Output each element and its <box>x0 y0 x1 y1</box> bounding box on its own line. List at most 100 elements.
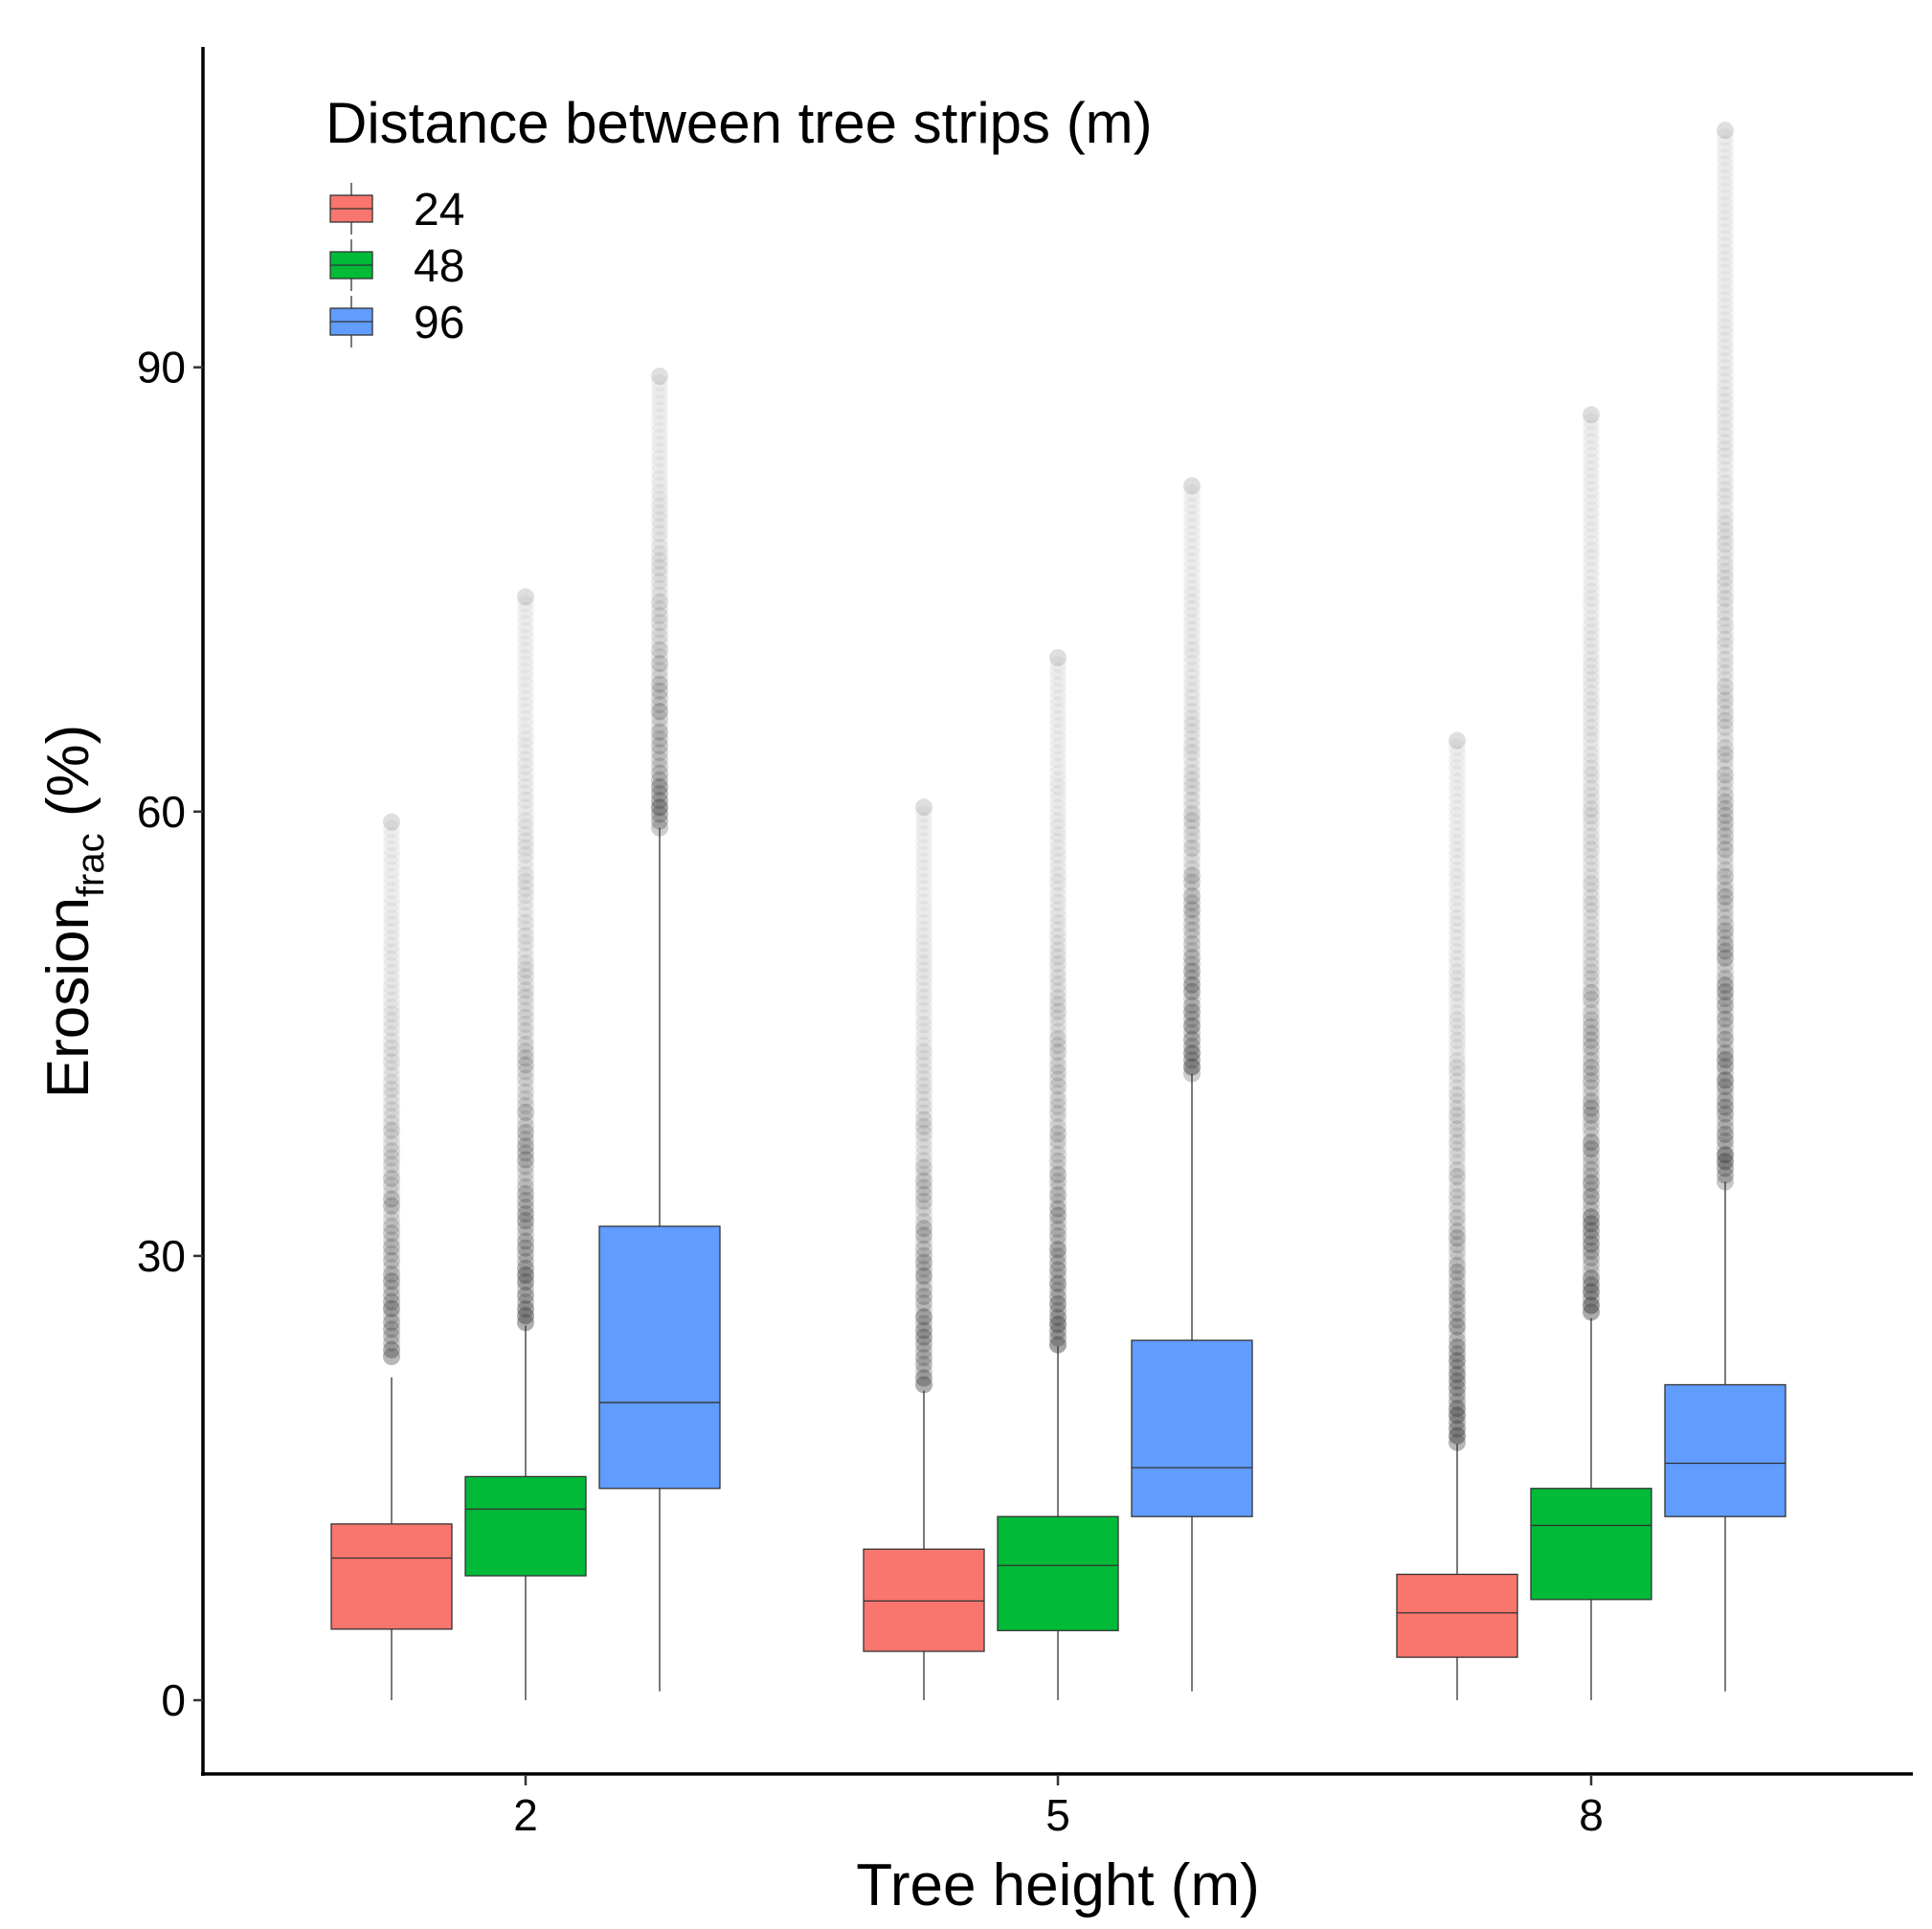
outlier-point <box>1449 1385 1466 1403</box>
outlier-point <box>383 1266 400 1284</box>
outlier-point <box>1717 895 1734 913</box>
outlier-point <box>517 1110 534 1128</box>
outlier-point <box>1717 1098 1734 1116</box>
outlier-point <box>517 995 534 1013</box>
outlier-point <box>1449 902 1466 920</box>
outlier-point <box>1183 839 1201 857</box>
outlier-point <box>915 941 932 959</box>
outlier-point <box>1717 278 1734 296</box>
outlier-point <box>1449 1216 1466 1234</box>
outlier-point <box>1183 483 1201 502</box>
outlier-point <box>1583 1248 1600 1267</box>
outlier-point <box>1049 873 1067 891</box>
outlier-point <box>383 1183 400 1201</box>
outlier-point <box>383 888 400 907</box>
outlier-point <box>915 1152 932 1170</box>
outlier-point <box>1583 1187 1600 1205</box>
outlier-point <box>383 1149 400 1167</box>
outlier-point <box>1049 1037 1067 1055</box>
outlier-point <box>1449 1338 1466 1357</box>
outlier-point <box>651 764 668 782</box>
outlier-point <box>651 436 668 454</box>
outlier-point <box>1717 393 1734 411</box>
outlier-point <box>651 771 668 789</box>
outlier-point <box>517 927 534 945</box>
outlier-point <box>1449 1038 1466 1056</box>
outlier-point <box>1049 914 1067 932</box>
outlier-point <box>1583 582 1600 600</box>
outlier-point <box>1449 1379 1466 1397</box>
outlier-point <box>1583 460 1600 479</box>
outlier-point <box>1717 216 1734 235</box>
axes-layer <box>201 47 1913 1776</box>
outlier-point <box>1717 325 1734 343</box>
outlier-point <box>1717 1091 1734 1110</box>
outlier-point <box>1449 834 1466 852</box>
outlier-point <box>1717 528 1734 547</box>
outlier-point <box>1717 684 1734 703</box>
outlier-point <box>1583 1031 1600 1049</box>
outlier-point <box>1183 1003 1201 1021</box>
outlier-point <box>383 834 400 852</box>
outlier-point <box>1583 786 1600 804</box>
outlier-point <box>1717 454 1734 472</box>
outlier-point <box>517 710 534 729</box>
outlier-point <box>1449 1365 1466 1383</box>
outlier-point <box>1583 847 1600 865</box>
outlier-point <box>1717 779 1734 797</box>
outlier-point <box>1583 1242 1600 1260</box>
outlier-point <box>1717 657 1734 675</box>
outlier-point <box>1183 757 1201 775</box>
outlier-point <box>1449 1133 1466 1152</box>
outlier-point <box>1449 943 1466 961</box>
outlier-point <box>915 852 932 870</box>
outlier-point <box>1449 1393 1466 1411</box>
outlier-point <box>1717 650 1734 668</box>
outlier-point <box>651 620 668 639</box>
outlier-point <box>1583 596 1600 615</box>
y-tick-label: 90 <box>137 343 186 393</box>
outlier-point <box>651 538 668 556</box>
outlier-point <box>1717 372 1734 391</box>
outlier-point <box>915 845 932 864</box>
outlier-point <box>1583 1174 1600 1192</box>
outlier-point <box>1717 1139 1734 1157</box>
outlier-point <box>1717 1023 1734 1042</box>
outlier-point <box>651 442 668 460</box>
outlier-point <box>651 497 668 515</box>
outlier-point <box>1449 1181 1466 1200</box>
outlier-point <box>1583 1228 1600 1246</box>
outlier-point <box>1583 1072 1600 1090</box>
outlier-point <box>1449 908 1466 927</box>
outlier-point <box>1583 1167 1600 1185</box>
outlier-point <box>1183 853 1201 871</box>
outlier-point <box>651 374 668 393</box>
outlier-point <box>517 683 534 701</box>
outlier-point <box>1583 433 1600 451</box>
outlier-point <box>517 825 534 843</box>
outlier-point <box>1449 1031 1466 1049</box>
outlier-point <box>1717 481 1734 499</box>
outlier-point <box>1449 1024 1466 1043</box>
outlier-point <box>1049 662 1067 681</box>
outlier-point <box>517 717 534 735</box>
outlier-point <box>1583 1215 1600 1233</box>
outlier-point <box>1717 542 1734 560</box>
outlier-point <box>1183 914 1201 932</box>
outlier-point <box>1449 847 1466 865</box>
outlier-point <box>1583 630 1600 648</box>
outlier-point <box>1449 854 1466 872</box>
outlier-point <box>517 1300 534 1318</box>
outlier-point <box>517 886 534 905</box>
outlier-point <box>1717 990 1734 1008</box>
outlier-point <box>1183 497 1201 515</box>
outlier-point <box>1449 1277 1466 1295</box>
outlier-point <box>1183 832 1201 850</box>
outlier-point <box>1183 969 1201 987</box>
outlier-point <box>383 956 400 975</box>
outlier-point <box>1183 634 1201 652</box>
outlier-point <box>517 777 534 796</box>
outlier-point <box>1583 494 1600 512</box>
outlier-point <box>517 588 534 606</box>
outlier-point <box>915 1376 932 1394</box>
